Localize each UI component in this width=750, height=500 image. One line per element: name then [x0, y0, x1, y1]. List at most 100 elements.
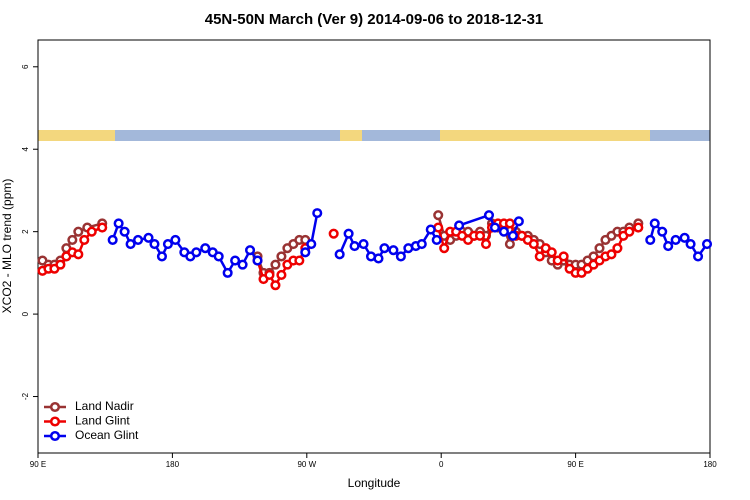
point [200, 243, 211, 254]
point [191, 247, 202, 258]
point [645, 234, 656, 245]
point [534, 251, 545, 262]
point [245, 245, 256, 256]
point [480, 238, 492, 250]
x-tick-label: 180 [703, 460, 717, 469]
point [558, 251, 569, 262]
point [222, 267, 233, 278]
point [395, 251, 406, 262]
point [679, 232, 690, 243]
point [156, 251, 167, 262]
point [170, 234, 181, 245]
point [79, 234, 90, 245]
point [97, 222, 108, 233]
point [379, 243, 390, 254]
legend-label: Land Glint [75, 414, 130, 428]
y-axis-label: XCO2 - MLO trend (ppm) [0, 179, 14, 314]
point [624, 226, 635, 237]
point [425, 224, 436, 235]
y-tick-label: 2 [21, 229, 30, 234]
chart-title: 45N-50N March (Ver 9) 2014-09-06 to 2018… [205, 11, 544, 28]
x-axis-label: Longitude [348, 476, 401, 490]
x-tick-label: 90 W [297, 460, 316, 469]
point [119, 226, 130, 237]
point [252, 255, 263, 266]
point [343, 228, 354, 239]
point [306, 238, 317, 250]
y-tick-label: -2 [21, 392, 30, 400]
point [474, 230, 486, 241]
point [546, 247, 557, 258]
point [454, 220, 465, 231]
point [498, 226, 509, 237]
series-line [111, 212, 709, 276]
point [67, 234, 78, 245]
point [663, 241, 674, 252]
point [431, 234, 442, 245]
ocean-band [38, 130, 710, 141]
point [504, 218, 515, 229]
point [349, 241, 360, 252]
legend-marker [49, 401, 61, 413]
point [300, 247, 311, 258]
map-strip [38, 130, 710, 141]
point [373, 253, 384, 264]
point [294, 255, 305, 266]
point [276, 269, 287, 280]
legend-label: Land Nadir [75, 399, 134, 413]
legend-marker [49, 416, 61, 427]
point [312, 208, 323, 219]
point [685, 238, 696, 250]
point [433, 210, 444, 221]
land-band [340, 130, 362, 141]
point [230, 255, 241, 266]
point [439, 243, 450, 254]
point [213, 251, 224, 262]
point [507, 230, 518, 241]
point [270, 280, 281, 291]
point [483, 210, 495, 221]
x-tick-label: 90 E [567, 460, 583, 469]
point [649, 218, 660, 229]
point [107, 234, 118, 245]
plot-frame [37, 39, 711, 454]
point [276, 251, 287, 262]
point [73, 226, 84, 237]
land-band [38, 130, 115, 141]
point [633, 222, 644, 233]
point [657, 226, 668, 237]
point [528, 238, 539, 250]
point [133, 234, 144, 245]
x-tick-label: 0 [439, 460, 444, 469]
point [612, 243, 623, 254]
point [143, 232, 154, 243]
point [358, 238, 369, 250]
x-tick-label: 180 [166, 460, 180, 469]
land-band [440, 130, 650, 141]
y-tick-label: 6 [21, 64, 30, 69]
point [113, 218, 124, 229]
point [73, 249, 84, 260]
point [504, 238, 515, 250]
y-tick-label: 0 [21, 311, 30, 316]
point [328, 228, 339, 239]
point [86, 226, 97, 237]
point [149, 238, 160, 250]
legend-marker [49, 430, 61, 442]
point [513, 216, 524, 227]
point [701, 238, 713, 250]
point [237, 259, 248, 270]
point [270, 259, 281, 270]
y-tick-label: 4 [21, 146, 30, 151]
point [55, 259, 66, 270]
point [606, 249, 617, 260]
point [594, 243, 605, 254]
x-tick-label: 90 E [30, 460, 46, 469]
point [416, 238, 427, 250]
point [489, 222, 501, 233]
point [264, 269, 275, 280]
point [670, 234, 681, 245]
legend-label: Ocean Glint [75, 428, 139, 442]
